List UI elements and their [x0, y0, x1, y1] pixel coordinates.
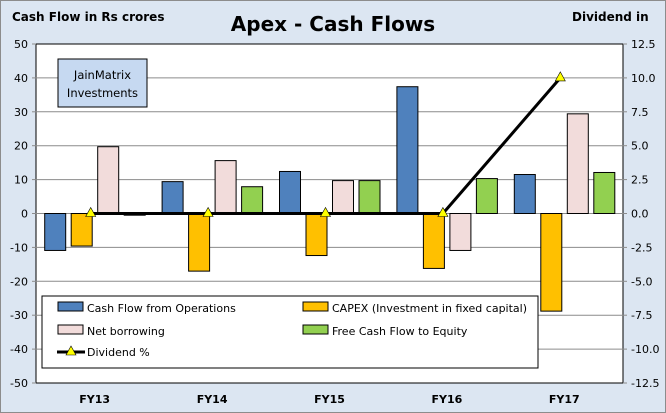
bar-capex-investment-in-fixed-capital- [422, 213, 445, 269]
triangle-marker-icon [554, 71, 566, 82]
x-tick-label: FY15 [314, 393, 345, 406]
bar-net-borrowing [97, 146, 120, 214]
bar-cash-flow-from-operations [44, 213, 67, 251]
y2-tick-label: 7.5 [631, 106, 649, 119]
legend [41, 295, 539, 369]
legend-label: Cash Flow from Operations [87, 302, 236, 315]
bar-net-borrowing [566, 113, 589, 214]
bar-capex-investment-in-fixed-capital- [188, 213, 211, 272]
y-axis-label-left: Cash Flow in Rs crores [12, 10, 165, 24]
bar-free-cash-flow-to-equity [358, 180, 381, 215]
y-tick-label: 0 [21, 208, 28, 221]
legend-label: CAPEX (Investment in fixed capital) [332, 302, 527, 315]
bar-net-borrowing [449, 213, 472, 251]
y2-tick-label: 12.5 [631, 38, 656, 51]
y-tick-label: -30 [10, 309, 28, 322]
bar-free-cash-flow-to-equity [241, 186, 264, 214]
y-tick-label: -50 [10, 377, 28, 390]
legend-label: Free Cash Flow to Equity [332, 325, 468, 338]
bar-capex-investment-in-fixed-capital- [540, 213, 563, 312]
watermark-line1: JainMatrix [73, 68, 131, 82]
bar-capex-investment-in-fixed-capital- [70, 213, 93, 247]
y2-tick-label: -10.0 [631, 343, 659, 356]
legend-swatch [57, 324, 84, 335]
y2-tick-label: 2.5 [631, 174, 649, 187]
y-tick-label: -10 [10, 241, 28, 254]
bar-free-cash-flow-to-equity [593, 171, 616, 215]
y-tick-label: 30 [14, 106, 28, 119]
x-tick-label: FY14 [197, 393, 228, 406]
bar-net-borrowing [214, 160, 237, 214]
y-tick-label: 20 [14, 140, 28, 153]
y2-tick-label: -2.5 [631, 241, 652, 254]
y-tick-label: -40 [10, 343, 28, 356]
legend-swatch [302, 301, 329, 312]
triangle-marker-icon [65, 345, 77, 356]
y-tick-label: 10 [14, 174, 28, 187]
triangle-marker-icon [85, 206, 97, 217]
bar-cash-flow-from-operations [513, 174, 536, 214]
bar-cash-flow-from-operations [161, 181, 184, 215]
bar-free-cash-flow-to-equity [475, 178, 498, 214]
triangle-marker-icon [202, 206, 214, 217]
legend-swatch [57, 301, 84, 312]
y-tick-label: 50 [14, 38, 28, 51]
y2-tick-label: 5.0 [631, 140, 649, 153]
watermark-box [57, 58, 148, 108]
y-axis-label-right: Dividend in [572, 10, 649, 24]
bar-cash-flow-from-operations [279, 170, 301, 215]
triangle-marker-icon [319, 206, 332, 217]
legend-swatch [302, 324, 329, 335]
y2-tick-label: -5.0 [631, 275, 652, 288]
bar-capex-investment-in-fixed-capital- [305, 213, 328, 257]
chart-title: Apex - Cash Flows [230, 12, 436, 36]
bar-net-borrowing [332, 180, 354, 215]
watermark-line2: Investments [67, 86, 138, 100]
y2-tick-label: 10.0 [631, 72, 656, 85]
legend-label: Net borrowing [87, 325, 165, 338]
x-tick-label: FY13 [79, 393, 110, 406]
y2-tick-label: 0.0 [631, 208, 649, 221]
triangle-marker-icon [437, 206, 449, 217]
legend-label: Dividend % [87, 346, 150, 359]
x-tick-label: FY17 [549, 393, 580, 406]
bar-cash-flow-from-operations [396, 86, 419, 214]
y-tick-label: -20 [10, 275, 28, 288]
x-tick-label: FY16 [432, 393, 463, 406]
y2-tick-label: -12.5 [631, 377, 659, 390]
y2-tick-label: -7.5 [631, 309, 652, 322]
y-tick-label: 40 [14, 72, 28, 85]
